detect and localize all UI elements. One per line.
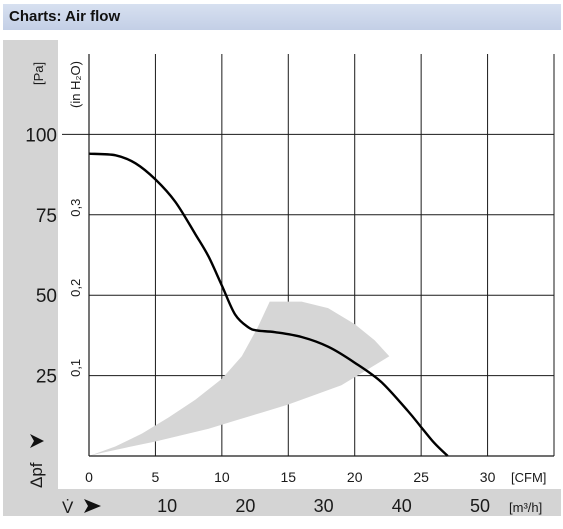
x-tick-cfm-15: 15 — [280, 469, 296, 485]
x-tick-cfm-5: 5 — [152, 469, 160, 485]
y-tick-pa-25: 25 — [36, 367, 57, 388]
y-tick-pa-50: 50 — [36, 286, 57, 307]
x-tick-cfm-30: 30 — [480, 469, 496, 485]
series-curve — [88, 152, 449, 457]
fan-curve-line — [88, 152, 449, 457]
y-unit-inh2o: (in H₂O) — [68, 61, 83, 108]
x-unit-cfm: [CFM] — [511, 470, 546, 485]
y-tick-inh2o-2: 0,3 — [68, 199, 83, 217]
x-unit-m3h: [m³/h] — [509, 500, 542, 515]
operating-area — [89, 301, 390, 456]
x-tick-m3h-30: 30 — [314, 496, 334, 516]
x-tick-m3h-10: 10 — [157, 496, 177, 516]
page-title: Charts: Air flow — [9, 8, 121, 25]
y-axis-label: Δpf — [27, 462, 46, 488]
grid — [89, 54, 555, 456]
x-tick-m3h-50: 50 — [470, 496, 490, 516]
header-bar: Charts: Air flow — [3, 4, 561, 30]
y-tick-pa-100: 100 — [25, 125, 57, 146]
y-unit-pa: [Pa] — [31, 62, 46, 85]
plot-frame — [62, 54, 554, 457]
x-tick-cfm-20: 20 — [347, 469, 363, 485]
x-tick-cfm-10: 10 — [214, 469, 230, 485]
x-axis-label: V̇ — [62, 498, 74, 517]
x-tick-cfm-0: 0 — [85, 469, 93, 485]
x-arrow-icon — [84, 499, 101, 513]
y-tick-inh2o-1: 0,2 — [68, 279, 83, 297]
operating-area-shape — [89, 301, 390, 456]
y-tick-pa-75: 75 — [36, 206, 57, 227]
x-tick-cfm-25: 25 — [413, 469, 429, 485]
x-axis-panel — [58, 489, 561, 516]
y-axis-panel — [3, 40, 58, 516]
y-tick-inh2o-0: 0,1 — [68, 359, 83, 377]
tick-labels: 25 50 75 100 0,1 0,2 0,3 0 5 10 15 20 25 30 10 20 30 40 50 — [25, 125, 495, 516]
x-tick-m3h-40: 40 — [392, 496, 412, 516]
x-tick-m3h-20: 20 — [235, 496, 255, 516]
y-arrow-icon — [30, 434, 44, 448]
